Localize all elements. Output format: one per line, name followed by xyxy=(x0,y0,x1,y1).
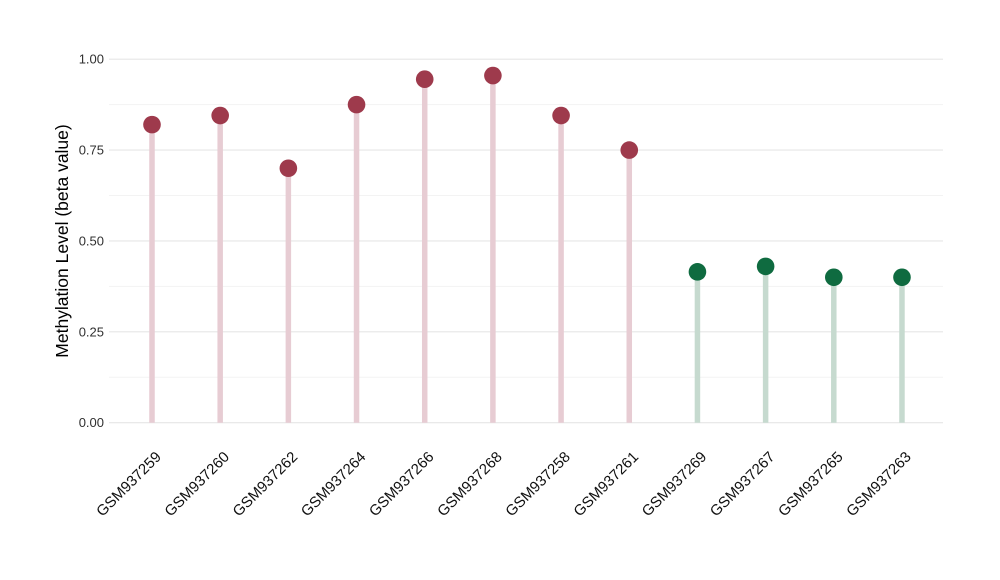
data-point-GSM937259 xyxy=(143,115,161,134)
lollipop-series xyxy=(143,66,911,423)
x-tick-label: GSM937266 xyxy=(366,449,438,521)
data-point-GSM937265 xyxy=(825,268,843,287)
data-point-GSM937264 xyxy=(347,95,366,114)
data-point-GSM937258 xyxy=(552,106,570,125)
grid-layer xyxy=(109,58,943,424)
data-point-GSM937262 xyxy=(279,159,298,178)
y-tick-label: 0.00 xyxy=(79,415,104,430)
x-tick-label: GSM937268 xyxy=(434,449,506,521)
data-point-GSM937261 xyxy=(620,141,639,159)
x-tick-label: GSM937261 xyxy=(571,449,643,521)
y-tick-label: 0.50 xyxy=(79,233,104,248)
y-tick-label: 0.75 xyxy=(79,143,104,158)
x-tick-label: GSM937269 xyxy=(639,449,711,521)
y-tick-label: 1.00 xyxy=(79,52,104,67)
x-tick-label: GSM937259 xyxy=(93,449,165,521)
x-tick-label: GSM937263 xyxy=(843,449,915,521)
x-tick-label: GSM937260 xyxy=(161,449,233,521)
data-point-GSM937260 xyxy=(211,106,229,125)
data-point-GSM937267 xyxy=(756,257,775,276)
x-tick-label: GSM937265 xyxy=(775,449,847,521)
data-point-GSM937263 xyxy=(893,268,911,287)
y-tick-label: 0.25 xyxy=(79,324,104,339)
x-tick-label: GSM937267 xyxy=(707,449,779,521)
data-point-GSM937268 xyxy=(484,66,502,85)
x-tick-label: GSM937262 xyxy=(230,449,302,521)
x-tick-label: GSM937264 xyxy=(298,449,370,521)
y-axis-title: Methylation Level (beta value) xyxy=(52,124,72,357)
data-point-GSM937266 xyxy=(415,70,434,88)
x-tick-label: GSM937258 xyxy=(502,449,574,521)
data-point-GSM937269 xyxy=(688,263,707,281)
